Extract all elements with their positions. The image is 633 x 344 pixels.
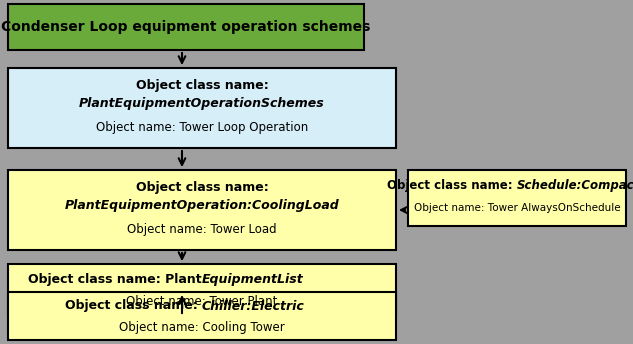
Text: Condenser Loop equipment operation schemes: Condenser Loop equipment operation schem… (1, 20, 371, 34)
Text: Object class name:: Object class name: (65, 300, 202, 312)
Text: PlantEquipmentOperation:CoolingLoad: PlantEquipmentOperation:CoolingLoad (65, 198, 339, 212)
Bar (8, 68, 396, 148)
Text: Object class name:: Object class name: (387, 180, 517, 193)
Text: PlantEquipmentOperationSchemes: PlantEquipmentOperationSchemes (79, 97, 325, 109)
Text: Object name: Tower Loop Operation: Object name: Tower Loop Operation (96, 121, 308, 135)
Text: Object name: Tower AlwaysOnSchedule: Object name: Tower AlwaysOnSchedule (414, 203, 620, 213)
Bar (8, 170, 396, 250)
Bar (8, 4, 364, 50)
Text: Object class name:: Object class name: (135, 79, 268, 93)
Text: Schedule:Compact: Schedule:Compact (517, 180, 633, 193)
Text: Object class name: Plant: Object class name: Plant (28, 273, 202, 287)
Text: EquipmentList: EquipmentList (202, 273, 304, 287)
Text: Object name: Tower Load: Object name: Tower Load (127, 224, 277, 237)
Text: Object name: Tower Plant: Object name: Tower Plant (127, 295, 278, 309)
Bar (8, 264, 396, 316)
Text: Chiller:Electric: Chiller:Electric (202, 300, 304, 312)
Bar (408, 170, 626, 226)
Text: Object name: Cooling Tower: Object name: Cooling Tower (119, 322, 285, 334)
Text: Object class name:: Object class name: (135, 182, 268, 194)
Bar (8, 292, 396, 340)
